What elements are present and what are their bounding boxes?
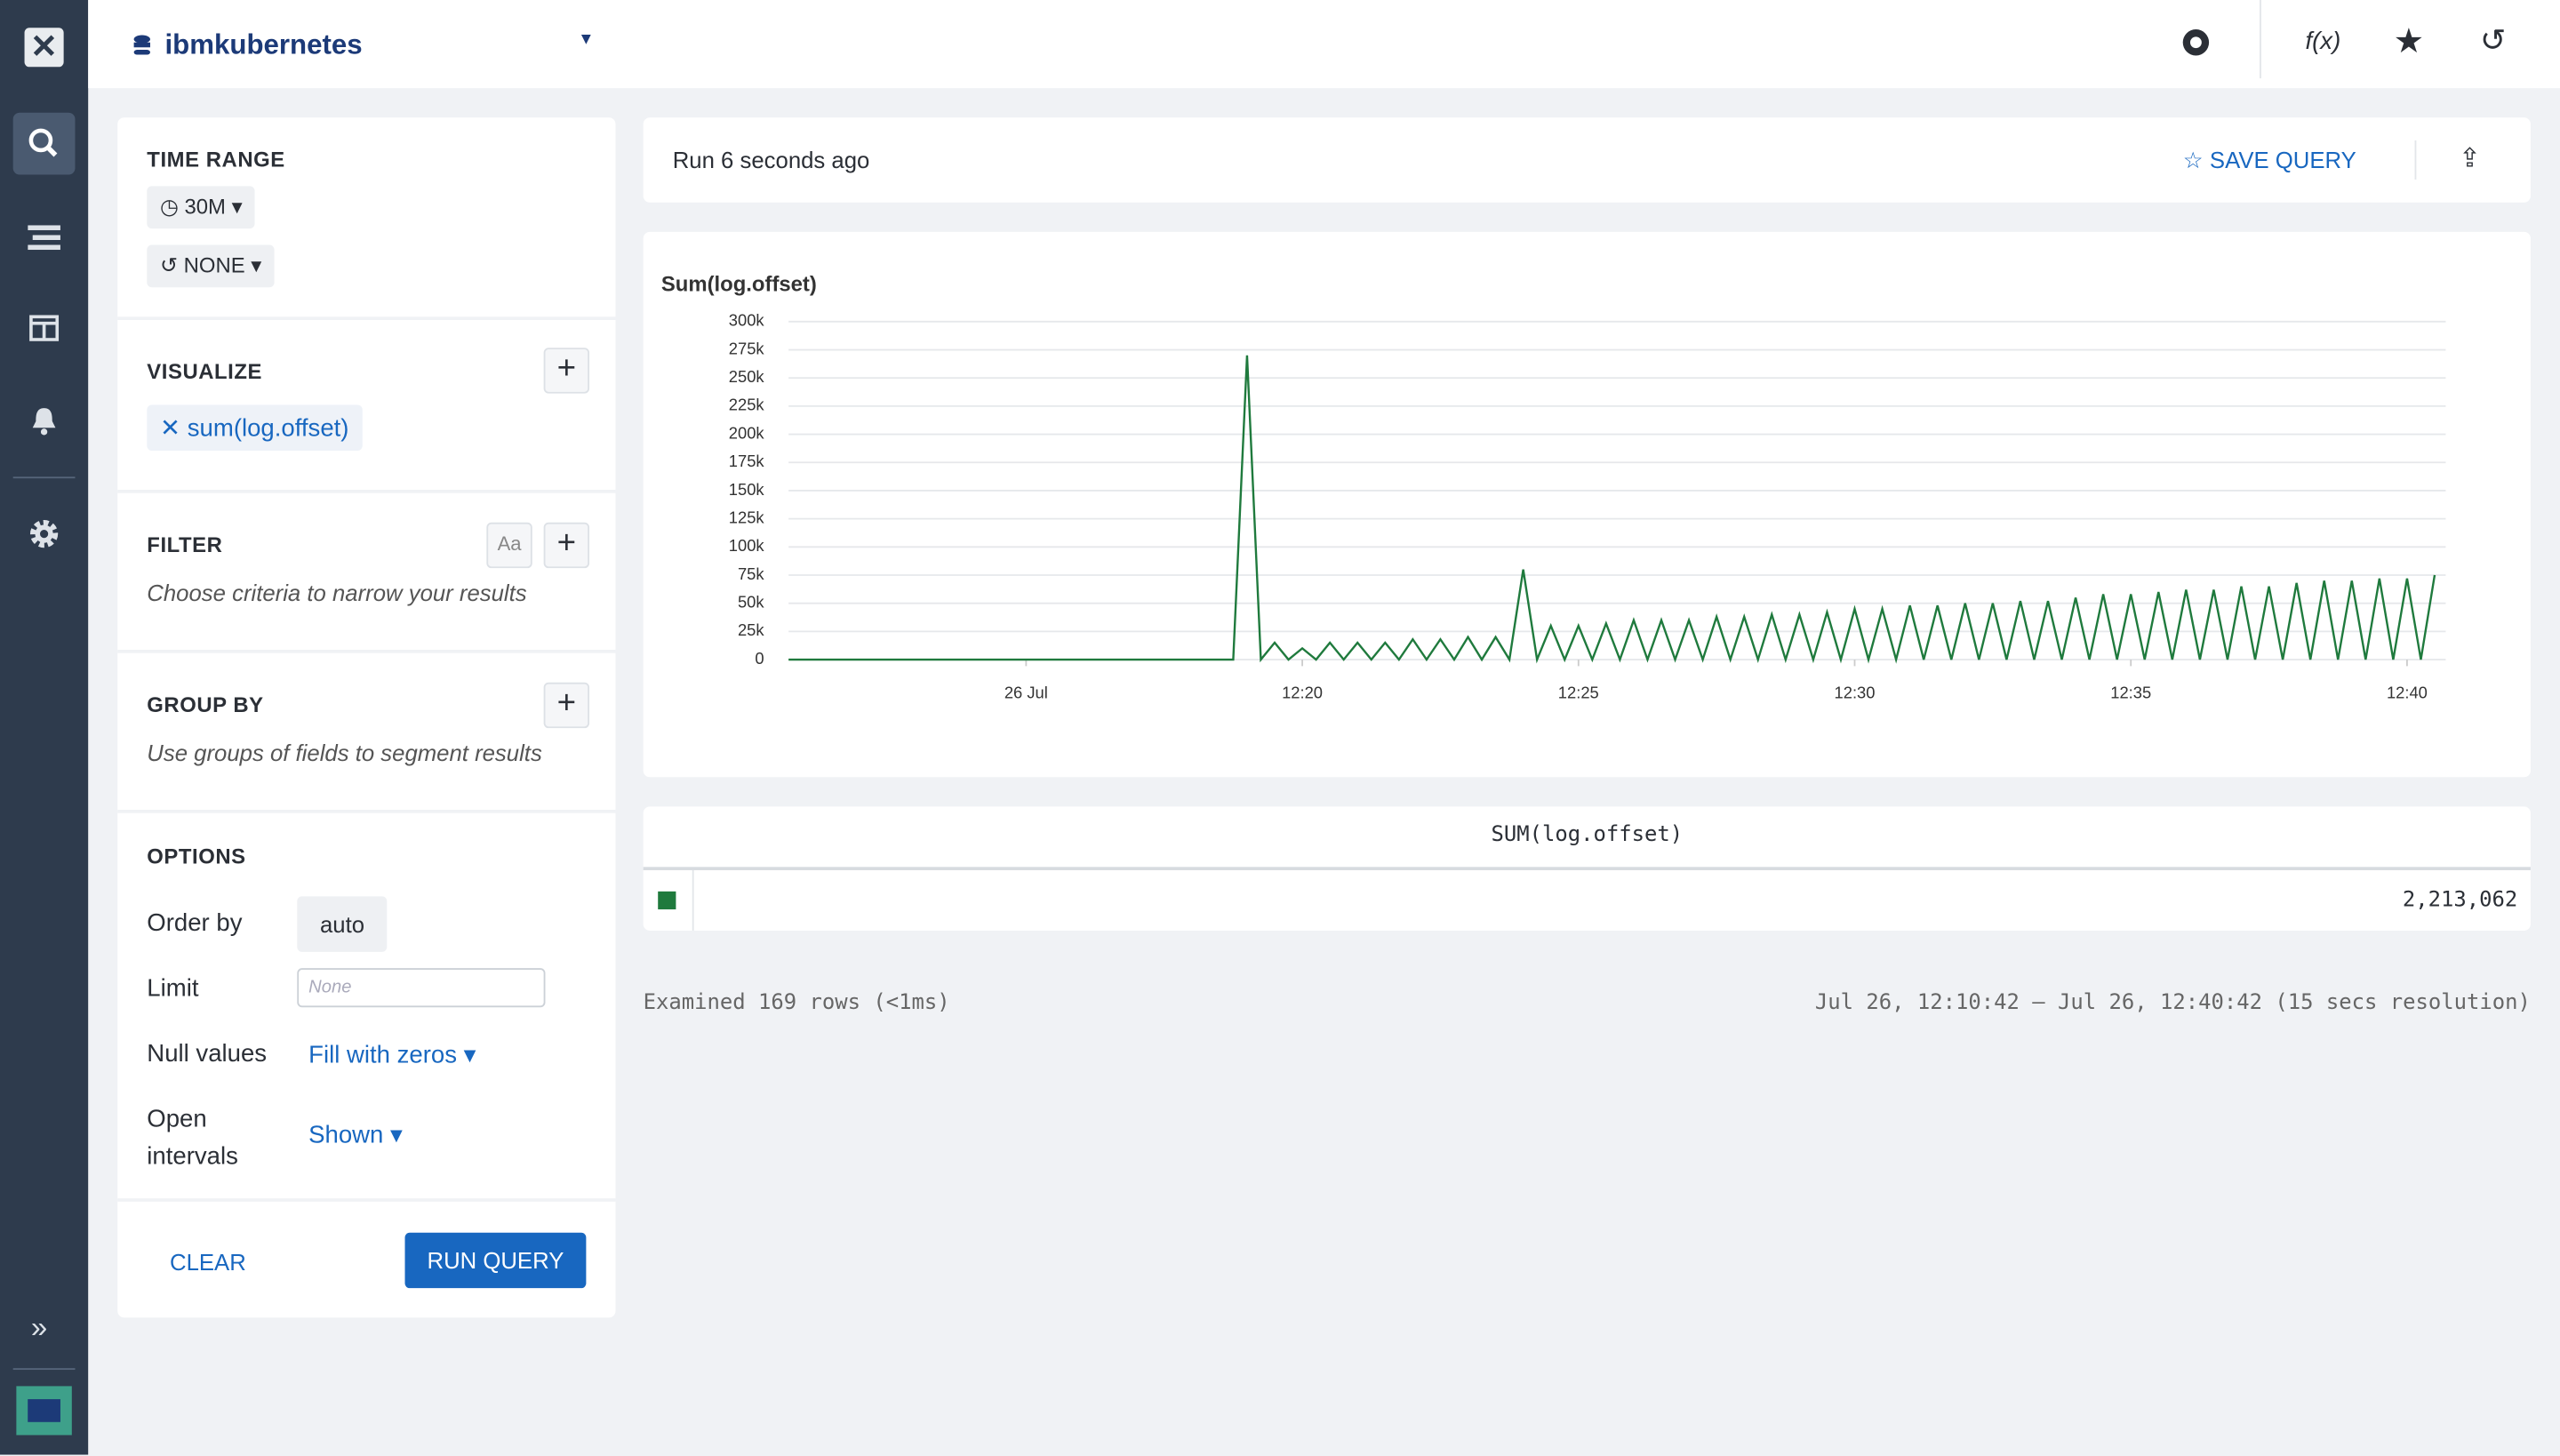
dataset-icon [133,35,150,55]
section-title: FILTER [147,532,223,557]
null-values-value: Fill with zeros [308,1041,458,1070]
alerts-nav[interactable] [31,406,57,436]
settings-nav[interactable] [29,519,59,548]
query-panel: TIME RANGE ◷ 30M ▾ ↺ NONE ▾ VISUALIZE + … [117,117,616,1318]
series-line [788,355,2436,664]
range-picker[interactable]: ◷ 30M ▾ [147,186,256,229]
logo[interactable]: ✕ [24,28,64,68]
search-icon [28,128,58,157]
share-button[interactable]: ⇪ [2459,145,2481,173]
range-value: 30M [184,194,226,220]
save-query-button[interactable]: ☆ SAVE QUERY [2182,147,2356,173]
open-intervals-value: Shown [308,1121,384,1150]
list-nav[interactable] [28,222,60,252]
save-query-label: SAVE QUERY [2209,147,2356,173]
x-tick-label: 12:25 [1558,683,1599,701]
order-by-select[interactable]: auto [297,896,388,952]
side-nav: ✕ » [0,0,89,1455]
query-bar: Run 6 seconds ago ☆ SAVE QUERY ⇪ [643,117,2531,203]
option-label: Open intervals [147,1105,238,1171]
y-axis-title: Sum(log.offset) [661,273,817,297]
clear-button[interactable]: CLEAR [170,1249,246,1276]
offset-picker[interactable]: ↺ NONE ▾ [147,244,275,288]
x-tick-label: 26 Jul [1004,683,1048,701]
divider [12,1368,76,1371]
divider [2414,140,2417,180]
y-tick-label: 275k [729,339,765,357]
y-tick-label: 25k [738,620,764,639]
chart-card: Sum(log.offset) 0 25k 50k 75k 100k 125k 150k 17… [643,231,2531,778]
y-tick-label: 175k [729,452,765,470]
functions-button[interactable]: f(x) [2305,28,2341,56]
series-swatch [658,891,676,910]
y-tick-label: 150k [729,480,765,499]
cell-divider [692,869,694,931]
offset-value: NONE [183,252,245,278]
y-tick-label: 200k [729,423,765,442]
run-button[interactable]: RUN QUERY [404,1232,587,1289]
option-label: Null values [147,1040,268,1068]
y-tick-label: 225k [729,396,765,414]
y-tick-label: 50k [738,593,764,612]
time-range-section: TIME RANGE ◷ 30M ▾ ↺ NONE ▾ [117,117,616,321]
rows-examined: Examined 169 rows (<1ms) [643,990,950,1016]
add-filter[interactable]: + [543,522,590,569]
x-tick-label: 12:30 [1835,683,1876,701]
header-rule [643,867,2531,870]
y-tick-label: 100k [729,536,765,555]
option-label: Order by [147,909,243,938]
null-values-select[interactable]: Fill with zeros ▾ [308,1041,476,1070]
filter-hint: Choose criteria to narrow your results [147,580,527,606]
x-tick-label: 12:20 [1282,683,1323,701]
expand-nav[interactable]: » [30,1310,48,1344]
y-tick-label: 75k [738,564,764,583]
filter-section: FILTER Aa + Choose criteria to narrow yo… [117,490,616,653]
help-icon[interactable] [2181,28,2211,57]
y-tick-label: 125k [729,508,765,526]
search-nav[interactable] [12,112,76,175]
chart: Sum(log.offset) 0 25k 50k 75k 100k 125k 150k 17… [661,273,2446,701]
divider [12,476,76,479]
section-title: TIME RANGE [147,147,285,172]
y-tick-label: 0 [755,649,764,668]
dataset-dropdown[interactable]: ▼ [578,30,595,50]
run-status: Run 6 seconds ago [672,147,870,173]
x-tick-label: 12:35 [2110,683,2151,701]
dataset-name[interactable]: ibmkubernetes [164,29,363,60]
group-hint: Use groups of fields to segment results [147,740,542,766]
favorites-button[interactable]: ★ [2393,22,2425,60]
board-nav[interactable] [29,315,60,341]
visualize-section: VISUALIZE + ✕ sum(log.offset) [117,316,616,493]
limit-input[interactable]: None [297,968,546,1008]
y-tick-label: 300k [729,311,765,330]
open-intervals-select[interactable]: Shown ▾ [308,1121,403,1150]
divider [2260,0,2261,79]
option-label: Limit [147,974,199,1003]
history-button[interactable]: ↺ [2480,24,2507,60]
case-toggle[interactable]: Aa [486,522,532,569]
add-group[interactable]: + [543,682,590,729]
x-tick-label: 12:40 [2387,683,2428,701]
options-section: OPTIONS Order by auto Limit None Null va… [117,810,616,1202]
visualize-item: sum(log.offset) [187,414,349,443]
add-visualize[interactable]: + [543,348,590,394]
total-value: 2,213,062 [2402,888,2518,913]
time-range-summary: Jul 26, 12:10:42 – Jul 26, 12:40:42 (15 … [1814,990,2531,1016]
y-tick-label: 250k [729,367,765,386]
avatar[interactable] [16,1386,72,1436]
group-by-section: GROUP BY + Use groups of fields to segme… [117,650,616,813]
section-title: GROUP BY [147,692,264,717]
column-header: SUM(log.offset) [1491,822,1684,848]
visualize-chip[interactable]: ✕ sum(log.offset) [147,404,363,451]
section-title: VISUALIZE [147,359,262,384]
top-bar: ibmkubernetes ▼ f(x) ★ ↺ [88,0,2560,89]
section-title: OPTIONS [147,844,246,869]
results-table: SUM(log.offset) 2,213,062 [643,806,2531,931]
